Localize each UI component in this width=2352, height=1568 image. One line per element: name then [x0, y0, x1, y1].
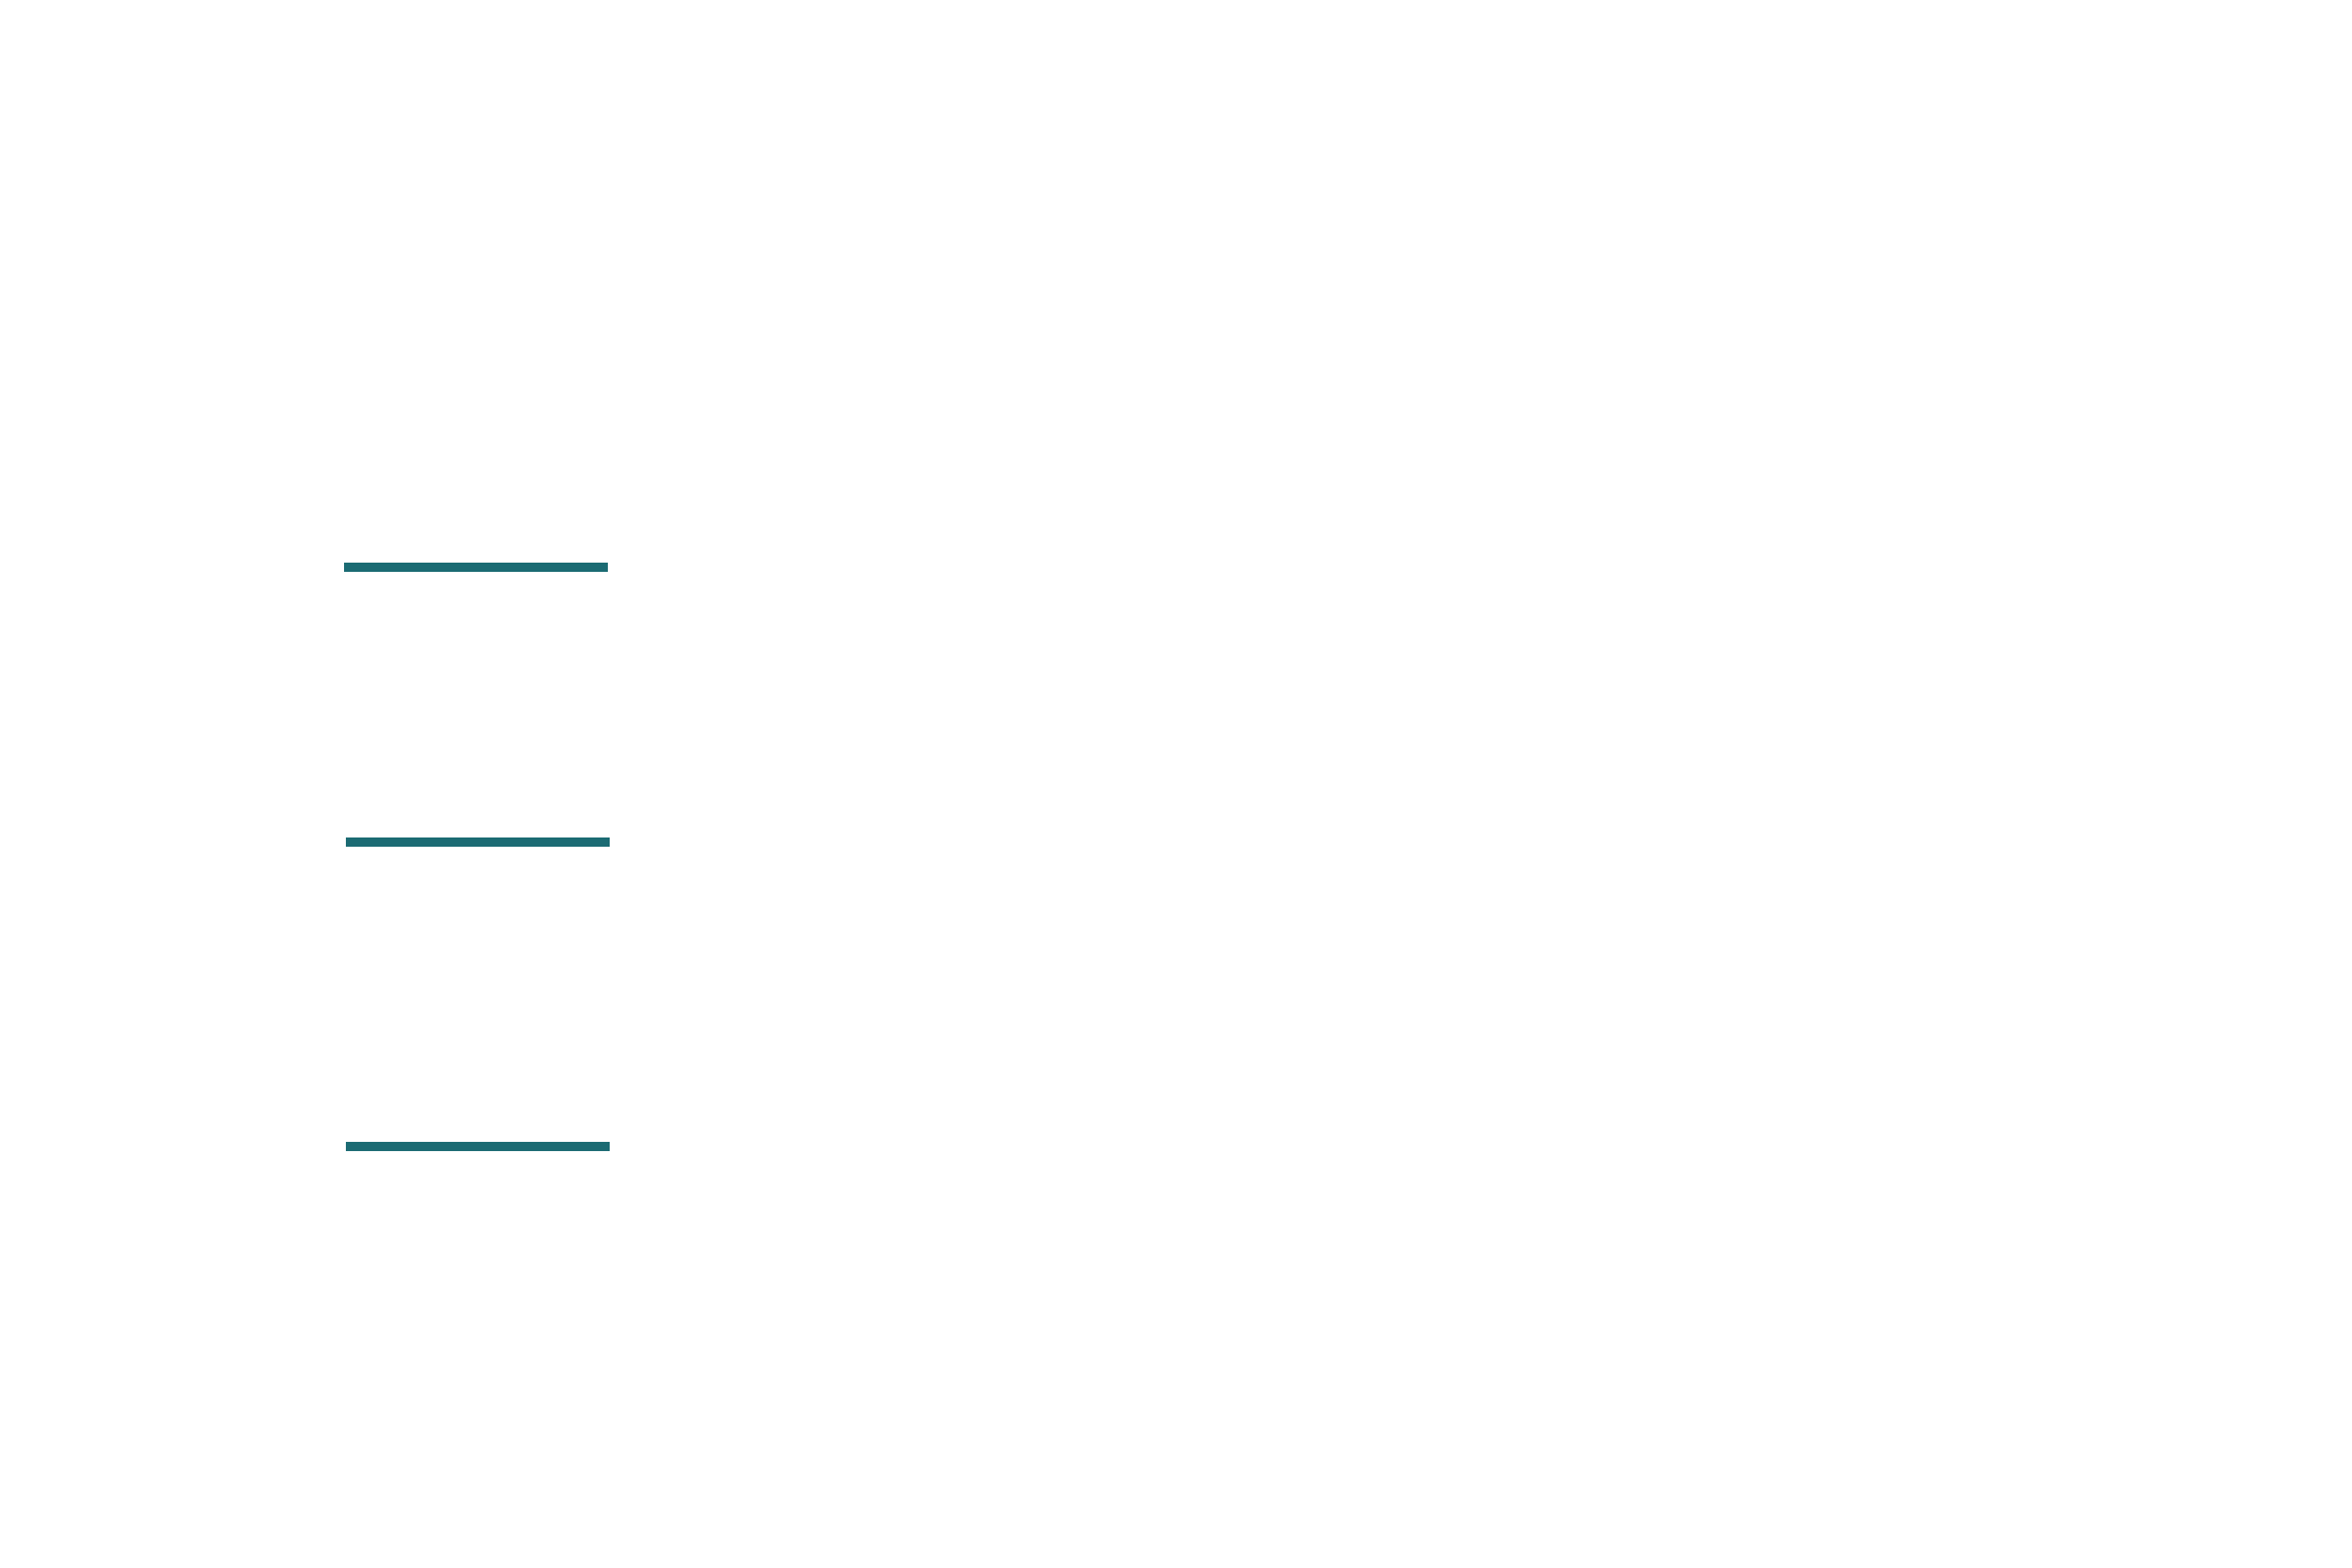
divider-line-2 [346, 837, 610, 847]
divider-line-1 [344, 563, 608, 572]
divider-line-3 [346, 1142, 610, 1151]
